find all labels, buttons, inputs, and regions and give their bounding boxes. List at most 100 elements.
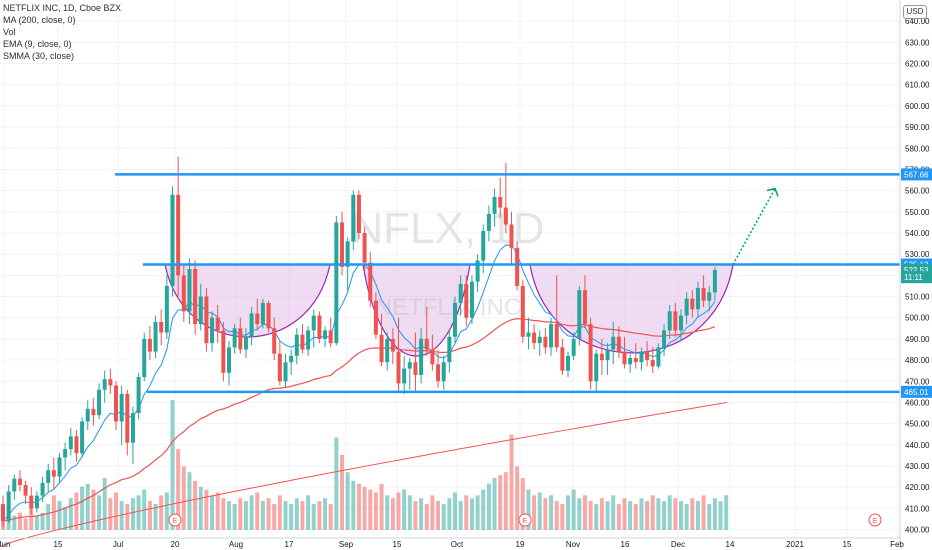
volume-bar — [554, 501, 559, 530]
legend-smma[interactable]: SMMA (30, close) — [3, 51, 75, 61]
volume-bar — [300, 501, 305, 530]
volume-bar — [543, 498, 548, 530]
price-tick-label: 500.00 — [905, 314, 930, 323]
time-tick-label: 2021 — [786, 540, 804, 549]
candle-body — [204, 296, 209, 344]
candle-body — [221, 330, 226, 373]
price-label-countdown[interactable]: 11:11 — [901, 271, 932, 284]
candle-body — [170, 194, 175, 286]
candle-body — [249, 313, 254, 337]
price-tick-label: 620.00 — [905, 60, 930, 69]
price-label-text: 522.53 — [904, 266, 929, 275]
earnings-circle — [168, 513, 182, 527]
volume-bar — [210, 495, 215, 530]
candle-body — [503, 207, 508, 225]
volume-bars — [1, 400, 729, 530]
volume-bar — [85, 483, 90, 530]
candle-body — [464, 283, 469, 318]
volume-bar — [198, 486, 203, 530]
volume-bar — [453, 492, 457, 530]
volume-bar — [526, 489, 531, 530]
candle-body — [12, 478, 17, 492]
legend-symbol[interactable]: NETFLIX INC, 1D, Cboe BZX — [3, 3, 122, 13]
candle-body — [362, 232, 367, 263]
volume-bar — [701, 495, 706, 530]
price-label-text: 11:11 — [904, 273, 923, 282]
candle-body — [153, 321, 158, 352]
price-tick-label: 600.00 — [905, 102, 930, 111]
price-label-level[interactable]: 465.01 — [901, 385, 932, 398]
volume-bar — [373, 492, 378, 530]
earnings-marker[interactable]: E — [868, 513, 882, 527]
price-tick-label: 470.00 — [905, 377, 930, 386]
volume-bar — [424, 504, 429, 530]
volume-bar — [57, 501, 62, 530]
horizontal-levels[interactable] — [115, 173, 900, 394]
time-tick-label: Aug — [229, 540, 243, 549]
candle-body — [238, 328, 243, 350]
candle-body — [272, 328, 277, 354]
candle-body — [492, 196, 497, 214]
candle-body — [549, 324, 554, 348]
time-tick-label: Jun — [0, 540, 10, 549]
candle-body — [560, 347, 565, 371]
candle-body — [356, 194, 361, 233]
candle-body — [373, 300, 378, 335]
volume-bar — [690, 498, 695, 530]
volume-bar — [447, 498, 452, 530]
candle-body — [458, 283, 463, 303]
volume-bar — [323, 498, 328, 530]
volume-bar — [566, 495, 570, 530]
earnings-circle — [868, 513, 882, 527]
legend-ma[interactable]: MA (200, close, 0) — [3, 15, 76, 25]
volume-bar — [695, 501, 700, 530]
volume-bar — [249, 495, 254, 530]
projection-arrow[interactable] — [732, 187, 779, 265]
price-label-text: 465.01 — [904, 388, 929, 397]
candle-body — [289, 355, 294, 363]
volume-bar — [46, 504, 51, 530]
price-label-level[interactable]: 567.66 — [901, 168, 932, 181]
volume-bar — [588, 501, 593, 530]
candle-body — [712, 269, 717, 293]
price-tick-label: 460.00 — [905, 398, 930, 407]
volume-bar — [34, 515, 39, 530]
time-tick-label: 19 — [516, 540, 525, 549]
volume-bar — [582, 495, 587, 530]
legend-vol[interactable]: Vol — [3, 27, 16, 37]
legend-ema[interactable]: EMA (9, close, 0) — [3, 39, 72, 49]
candle-body — [498, 196, 503, 208]
price-label-bg — [901, 168, 932, 181]
candle-body — [684, 298, 689, 316]
earnings-marker[interactable]: E — [168, 513, 182, 527]
currency-button[interactable]: USD — [903, 5, 927, 19]
volume-bar — [147, 501, 152, 530]
candle-body — [80, 421, 85, 454]
volume-bar — [238, 498, 243, 530]
candle-body — [520, 285, 525, 337]
volume-bar — [221, 498, 226, 530]
candle-body — [402, 368, 407, 384]
price-tick-label: 490.00 — [905, 335, 930, 344]
candle-body — [645, 351, 650, 361]
candle-body — [622, 351, 627, 365]
candle-body — [673, 311, 678, 331]
earnings-letter: E — [523, 518, 528, 525]
volume-bar — [311, 504, 316, 530]
volume-bar — [97, 495, 102, 530]
volume-bar — [164, 492, 169, 530]
volume-bar — [650, 495, 655, 530]
volume-bar — [232, 504, 237, 530]
volume-bar — [215, 492, 220, 530]
volume-bar — [436, 501, 441, 530]
candle-body — [210, 317, 215, 344]
price-tick-label: 630.00 — [905, 38, 930, 47]
volume-bar — [368, 489, 373, 530]
time-axis[interactable]: Jun 15 Jul 20 Aug 17 Sep 15 Oct 19 Nov 16 Dec 14 2021 1… — [0, 540, 904, 549]
earnings-marker[interactable]: E — [518, 513, 532, 527]
candle-body — [68, 436, 73, 450]
candle-body — [554, 324, 559, 348]
